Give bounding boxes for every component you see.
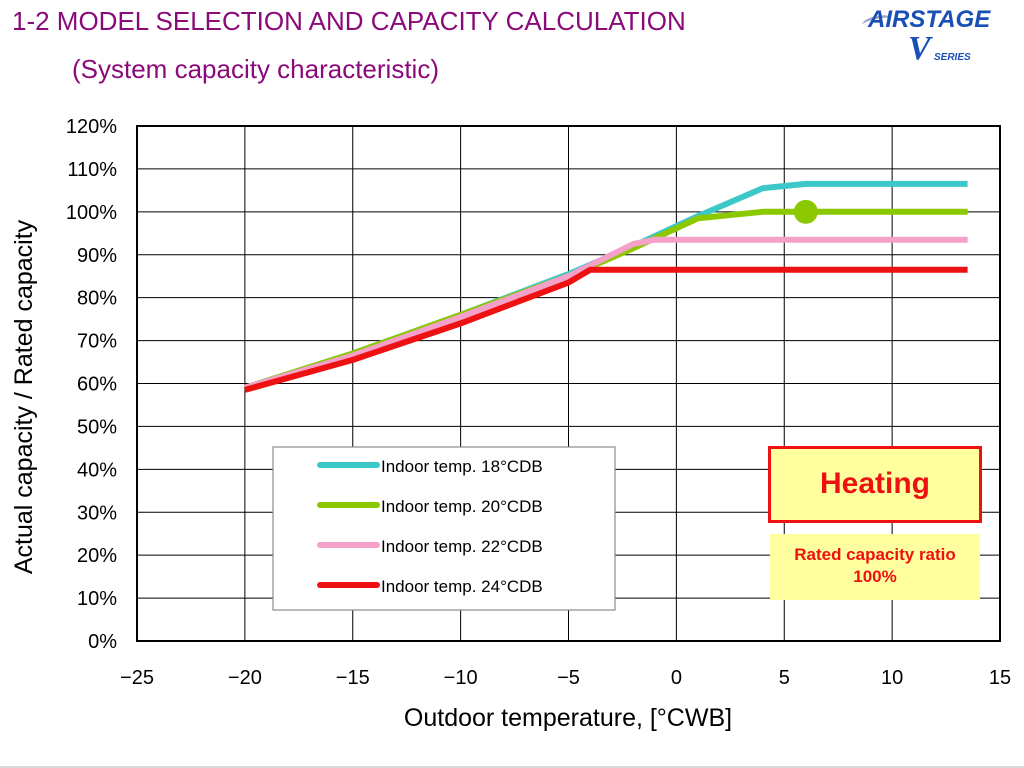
legend-label: Indoor temp. 22°CDB xyxy=(381,537,543,556)
legend-label: Indoor temp. 18°CDB xyxy=(381,457,543,476)
legend-label: Indoor temp. 20°CDB xyxy=(381,497,543,516)
logo-v-mark: V xyxy=(908,30,931,67)
x-tick-label: −20 xyxy=(228,667,262,689)
x-tick-labels: −25 −20 −15 −10 −5 0 5 10 15 xyxy=(120,667,1011,689)
x-tick-label: 5 xyxy=(779,667,790,689)
y-tick-label: 50% xyxy=(77,416,117,438)
x-tick-label: −15 xyxy=(336,667,370,689)
chart-legend: Indoor temp. 18°CDB Indoor temp. 20°CDB In… xyxy=(272,446,616,611)
slide-bottom-rule xyxy=(0,766,1024,768)
y-tick-label: 70% xyxy=(77,331,117,353)
rated-capacity-label: Rated capacity ratio 100% xyxy=(794,545,956,586)
rated-point-markers xyxy=(793,199,818,224)
y-axis-label: Actual capacity / Rated capacity xyxy=(10,219,38,574)
y-tick-label: 30% xyxy=(77,502,117,524)
y-tick-label: 120% xyxy=(66,116,117,138)
x-tick-label: 10 xyxy=(881,667,903,689)
x-tick-label: −25 xyxy=(120,667,154,689)
y-tick-label: 10% xyxy=(77,588,117,610)
x-tick-label: −5 xyxy=(557,667,580,689)
plot-frame xyxy=(136,125,1001,642)
logo-series: SERIES xyxy=(934,52,971,63)
rated-point-marker xyxy=(793,199,818,224)
series-line xyxy=(244,236,968,391)
y-tick-label: 110% xyxy=(67,159,117,181)
series-line xyxy=(244,266,968,393)
airstage-logo: AIRSTAGE V SERIES xyxy=(860,4,1020,70)
series-lines xyxy=(243,180,968,393)
y-tick-label: 20% xyxy=(77,545,117,567)
heating-callout: Heating xyxy=(768,446,982,523)
x-axis-label: Outdoor temperature, [°CWB] xyxy=(404,704,732,732)
y-tick-label: 90% xyxy=(77,245,117,267)
slide-subtitle: (System capacity characteristic) xyxy=(72,54,439,84)
logo-brand: AIRSTAGE xyxy=(868,6,991,33)
legend-label: Indoor temp. 24°CDB xyxy=(381,577,543,596)
y-tick-label: 60% xyxy=(77,374,117,396)
y-tick-label: 0% xyxy=(88,631,117,653)
rated-capacity-callout: Rated capacity ratio 100% xyxy=(770,534,980,600)
y-tick-label: 100% xyxy=(66,202,117,224)
x-tick-label: 15 xyxy=(989,667,1011,689)
y-tick-label: 80% xyxy=(77,288,117,310)
y-tick-labels: 0% 10% 20% 30% 40% 50% 60% 70% 80% 90% 100% 110% 120… xyxy=(66,116,117,653)
slide-title: 1-2 MODEL SELECTION AND CAPACITY CALCULA… xyxy=(12,6,686,36)
heating-label: Heating xyxy=(819,467,930,500)
x-tick-label: −10 xyxy=(444,667,478,689)
y-tick-label: 40% xyxy=(77,459,117,481)
x-tick-label: 0 xyxy=(671,667,682,689)
